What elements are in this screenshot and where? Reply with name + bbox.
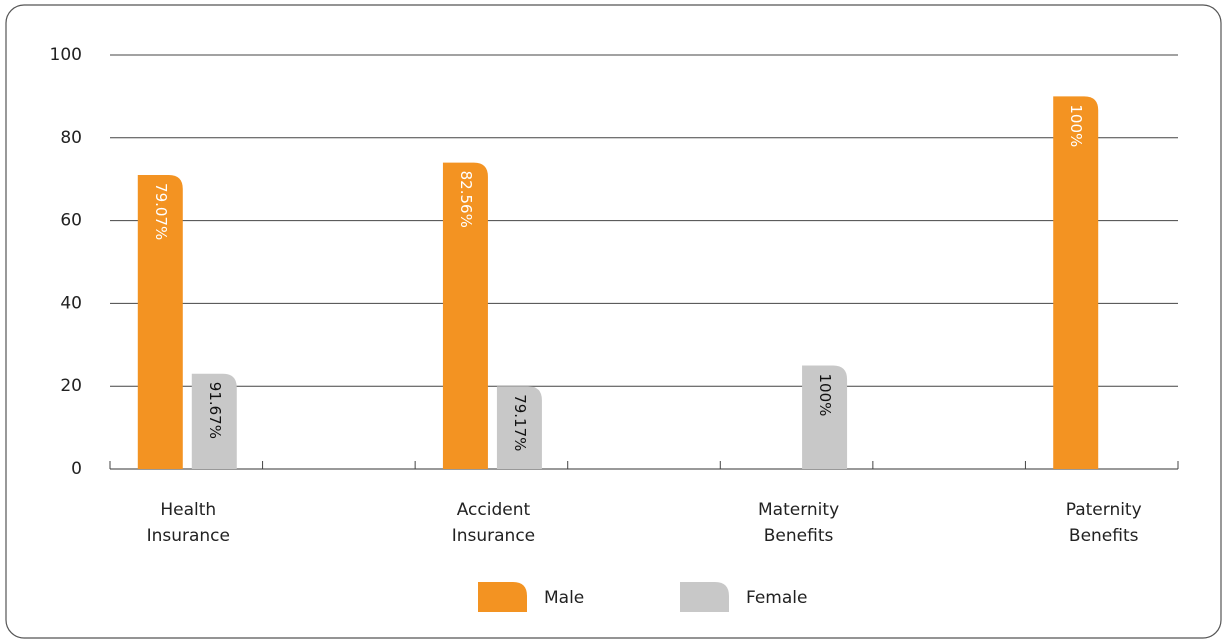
data-label: 82.56% xyxy=(457,171,475,228)
bar xyxy=(802,365,848,469)
data-label: 79.17% xyxy=(511,394,529,451)
data-label: 91.67% xyxy=(206,382,224,439)
legend-label: Male xyxy=(544,588,584,608)
y-tick-label: 60 xyxy=(60,211,82,231)
bar xyxy=(496,386,542,469)
y-tick-label: 100 xyxy=(50,45,82,65)
data-label: 79.07% xyxy=(152,183,170,240)
bar xyxy=(1053,96,1099,470)
x-tick-label: Maternity Benefits xyxy=(758,500,840,546)
data-label: 100% xyxy=(816,374,834,417)
y-tick-label: 40 xyxy=(60,293,82,313)
data-label: 100% xyxy=(1067,104,1085,147)
legend-swatch xyxy=(680,582,729,612)
y-tick-label: 0 xyxy=(71,459,82,479)
legend-label: Female xyxy=(746,588,807,608)
x-tick-label: Accident Insurance xyxy=(451,500,536,546)
bar xyxy=(191,373,237,469)
y-tick-label: 20 xyxy=(60,376,82,396)
frame xyxy=(5,4,1222,639)
y-tick-label: 80 xyxy=(60,128,82,148)
x-tick-label: Paternity Benefits xyxy=(1065,500,1142,546)
x-tick-label: Health Insurance xyxy=(146,500,230,546)
bar xyxy=(442,162,488,469)
legend-swatch xyxy=(478,582,527,612)
bar xyxy=(137,175,183,469)
